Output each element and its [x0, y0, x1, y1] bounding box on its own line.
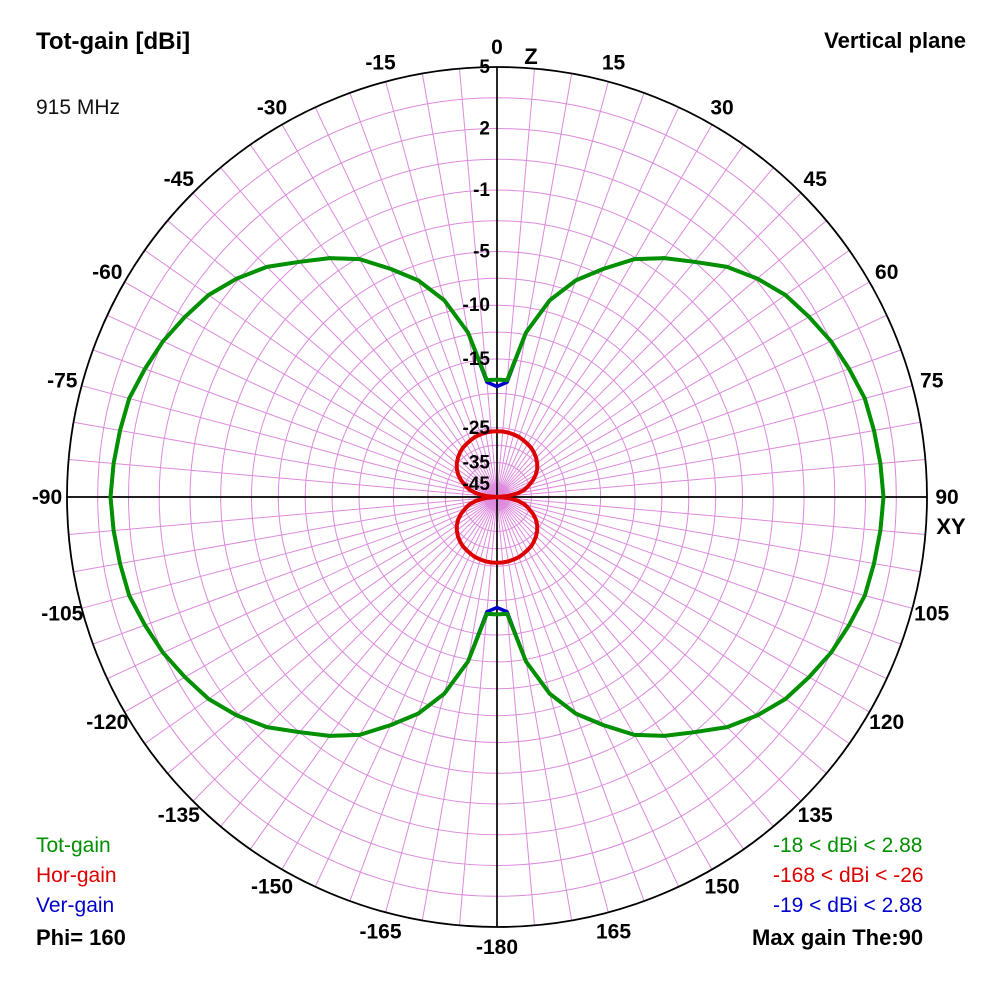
radial-tick-label: -1: [473, 180, 490, 201]
angle-label: 135: [798, 804, 833, 827]
gain-ranges: -18 < dBi < 2.88 -168 < dBi < -26 -19 < …: [773, 831, 924, 921]
axis-label-z: Z: [524, 44, 537, 69]
frequency-label: 915 MHz: [36, 96, 121, 119]
plane-label: Vertical plane: [824, 28, 966, 53]
radial-tick-labels: 5 2 -1 -5 -10 -15 -25 -35-45: [463, 57, 491, 495]
radial-tick-label: 5: [479, 57, 490, 78]
angle-labels: 0 15 30 45 60 75 90 105 120 135 150 165 -180 -165 -150…: [32, 36, 959, 959]
series-tot-gain: [108, 256, 886, 738]
angle-label: -15: [365, 51, 396, 74]
angle-label: -30: [257, 96, 287, 119]
radial-tick-label: -15: [463, 349, 491, 370]
angle-label: 45: [804, 168, 828, 191]
series-hor-gain: [454, 429, 540, 565]
angle-label: 105: [914, 603, 949, 626]
angle-label: -45: [164, 168, 195, 191]
angle-label: 30: [710, 96, 733, 119]
radial-tick-label: -25: [463, 418, 491, 439]
phi-cut-label: Phi= 160: [36, 925, 126, 950]
radial-tick-label: -10: [463, 295, 490, 316]
angle-label: -120: [86, 711, 128, 734]
radial-tick-label: 2: [479, 119, 490, 140]
angle-label: 165: [596, 921, 631, 944]
angle-label: 0: [491, 36, 503, 59]
legend-item-hor-gain: Hor-gain: [36, 864, 117, 887]
legend-item-tot-gain: Tot-gain: [36, 834, 111, 857]
angle-label: 120: [869, 711, 904, 734]
legend: Tot-gain Hor-gain Ver-gain: [36, 831, 117, 921]
max-gain-label: Max gain The:90: [752, 925, 924, 950]
chart-title: Tot-gain [dBi]: [36, 28, 191, 55]
angle-label: -150: [251, 876, 293, 899]
radial-tick-label: -5: [473, 242, 490, 263]
angle-label: 150: [704, 876, 739, 899]
angle-label: 75: [920, 370, 944, 393]
angle-label: -60: [92, 261, 122, 284]
axis-label-xy: XY: [936, 514, 966, 539]
radial-tick-label: -35: [463, 453, 491, 474]
angle-label: -180: [476, 936, 518, 959]
angle-label: -135: [158, 804, 200, 827]
angle-label: 60: [875, 261, 898, 284]
angle-label: 15: [602, 51, 626, 74]
tot-gain-range: -18 < dBi < 2.88: [773, 834, 923, 857]
angle-label: -105: [41, 603, 83, 626]
angle-label: -75: [47, 370, 78, 393]
angle-label: -165: [359, 921, 401, 944]
radial-tick-label: -45: [463, 474, 491, 495]
angle-label: 90: [935, 486, 958, 509]
angle-label: -90: [32, 486, 62, 509]
ver-gain-range: -19 < dBi < 2.88: [773, 894, 923, 917]
hor-gain-range: -168 < dBi < -26: [773, 864, 924, 887]
legend-item-ver-gain: Ver-gain: [36, 894, 115, 917]
